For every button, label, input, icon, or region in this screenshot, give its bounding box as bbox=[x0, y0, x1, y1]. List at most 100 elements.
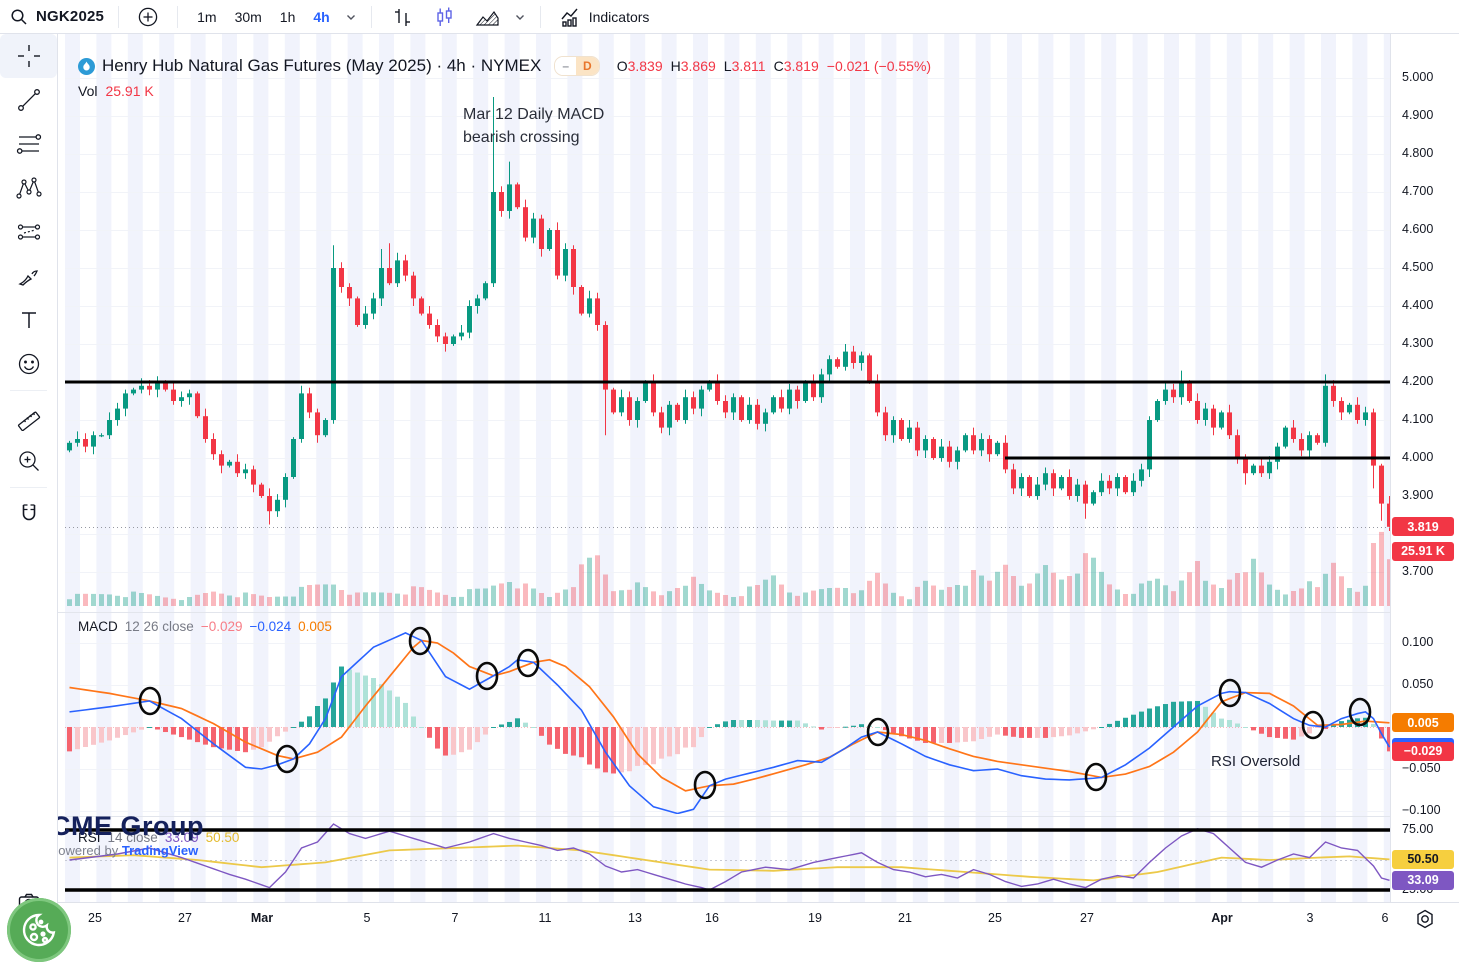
price-tick-4.400: 4.400 bbox=[1402, 298, 1434, 312]
sidebar-separator bbox=[10, 390, 47, 391]
drawing-toolbar bbox=[0, 34, 58, 945]
candle-style-icon[interactable] bbox=[428, 3, 460, 31]
timeframe-30m-button[interactable]: 30m bbox=[234, 8, 262, 25]
timeframe-4h-button[interactable]: 4h bbox=[313, 8, 330, 25]
add-symbol-button[interactable] bbox=[133, 4, 163, 30]
axis-settings-button[interactable] bbox=[1390, 902, 1459, 945]
toolbar-separator bbox=[177, 5, 179, 28]
top-toolbar: NGK2025 1m 30m 1h 4h Indicators bbox=[0, 0, 1459, 34]
price-tick-4.000: 4.000 bbox=[1402, 450, 1434, 464]
time-label-Mar: Mar bbox=[250, 911, 274, 925]
brush-icon bbox=[15, 262, 43, 290]
text-tool-button[interactable] bbox=[0, 298, 57, 342]
pane-divider-macd[interactable] bbox=[57, 612, 1459, 613]
rsi-params: 14 close bbox=[107, 830, 158, 845]
toolbar-separator bbox=[118, 5, 120, 28]
timeframe-chevron-down-icon[interactable] bbox=[345, 11, 357, 23]
symbol-logo-icon bbox=[78, 57, 95, 75]
time-label-25: 25 bbox=[988, 911, 1002, 925]
time-label-11: 11 bbox=[538, 911, 552, 925]
forecast-tool-button[interactable] bbox=[0, 210, 57, 254]
time-label-5: 5 bbox=[363, 911, 371, 925]
macd-line-value: −0.024 bbox=[249, 619, 292, 634]
time-label-27: 27 bbox=[1080, 911, 1094, 925]
macd-legend: MACD 12 26 close −0.029 −0.024 0.005 bbox=[78, 619, 332, 634]
price-tick-4.800: 4.800 bbox=[1402, 146, 1434, 160]
toolbar-separator bbox=[539, 5, 541, 28]
timeframe-1m-button[interactable]: 1m bbox=[197, 8, 217, 25]
time-label-6: 6 bbox=[1381, 911, 1389, 925]
rsi-legend: RSI 14 close 33.09 50.50 bbox=[78, 830, 239, 845]
rsi-name: RSI bbox=[78, 830, 101, 845]
open-value: 3.839 bbox=[627, 58, 663, 74]
trend-line-icon bbox=[15, 86, 43, 114]
ruler-icon bbox=[15, 403, 43, 431]
sidebar-separator bbox=[10, 487, 47, 488]
xabcd-pattern-tool-button[interactable] bbox=[0, 166, 57, 210]
powered-by-label: powered by bbox=[51, 843, 119, 858]
bar-style-icon[interactable] bbox=[386, 3, 418, 31]
daily-interval-badge[interactable]: D bbox=[576, 57, 599, 75]
price-tick-4.500: 4.500 bbox=[1402, 260, 1434, 274]
indicators-label: Indicators bbox=[588, 8, 650, 25]
search-icon[interactable] bbox=[10, 8, 28, 26]
price-tick-4.100: 4.100 bbox=[1402, 412, 1434, 426]
brush-tool-button[interactable] bbox=[0, 254, 57, 298]
high-value: 3.869 bbox=[680, 58, 716, 74]
axis-badge-0.005: 0.005 bbox=[1392, 713, 1454, 733]
rsi-value: 33.09 bbox=[164, 830, 199, 845]
macd-tick-−0.100: −0.100 bbox=[1402, 803, 1441, 817]
chart-annotation[interactable]: Mar 12 Daily MACD bearish crossing bbox=[463, 106, 605, 146]
chart-area[interactable] bbox=[57, 34, 1459, 945]
time-label-Apr: Apr bbox=[1211, 911, 1233, 925]
rsi-oversold-annotation[interactable]: RSI Oversold bbox=[1211, 753, 1301, 770]
forecast-icon bbox=[15, 218, 43, 246]
time-axis[interactable]: 25 27 Mar 5 7 11 13 16 19 21 25 27 Apr 3 6 bbox=[57, 902, 1390, 946]
price-tick-4.300: 4.300 bbox=[1402, 336, 1434, 350]
time-label-19: 19 bbox=[808, 911, 822, 925]
indicators-icon bbox=[559, 5, 583, 29]
cookie-consent-button[interactable] bbox=[7, 898, 71, 962]
symbol-legend: Henry Hub Natural Gas Futures (May 2025)… bbox=[78, 56, 931, 99]
time-label-16: 16 bbox=[705, 911, 719, 925]
price-tick-4.900: 4.900 bbox=[1402, 108, 1434, 122]
pane-divider-rsi[interactable] bbox=[57, 816, 1459, 817]
area-style-icon[interactable] bbox=[470, 3, 504, 31]
time-label-21: 21 bbox=[898, 911, 912, 925]
chart-title[interactable]: Henry Hub Natural Gas Futures (May 2025)… bbox=[102, 56, 542, 75]
chart-canvas[interactable] bbox=[57, 34, 1390, 902]
zoom-in-tool-button[interactable] bbox=[0, 439, 57, 483]
crosshair-icon bbox=[15, 42, 43, 70]
interval-pill[interactable]: – D bbox=[554, 56, 600, 76]
tradingview-link[interactable]: TradingView bbox=[121, 843, 199, 858]
indicators-button[interactable]: Indicators bbox=[555, 3, 654, 31]
macd-hist-value: −0.029 bbox=[200, 619, 243, 634]
axis-badge-33.09: 33.09 bbox=[1392, 870, 1454, 890]
trend-line-tool-button[interactable] bbox=[0, 78, 57, 122]
cookie-icon bbox=[18, 909, 60, 951]
minimize-icon[interactable]: – bbox=[555, 57, 577, 75]
emoji-tool-button[interactable] bbox=[0, 342, 57, 386]
symbol-name[interactable]: NGK2025 bbox=[36, 8, 105, 25]
price-axis[interactable]: 5.000 4.900 4.800 4.700 4.600 4.500 4.400 4.300… bbox=[1391, 34, 1459, 902]
text-icon bbox=[15, 306, 43, 334]
axis-badge-50.50: 50.50 bbox=[1392, 849, 1454, 869]
style-chevron-down-icon[interactable] bbox=[514, 11, 526, 23]
time-label-3: 3 bbox=[1306, 911, 1314, 925]
price-tick-4.700: 4.700 bbox=[1402, 184, 1434, 198]
ruler-tool-button[interactable] bbox=[0, 395, 57, 439]
time-label-25: 25 bbox=[88, 911, 102, 925]
toolbar-separator bbox=[370, 5, 372, 28]
zoom-in-icon bbox=[15, 447, 43, 475]
fib-retracement-tool-button[interactable] bbox=[0, 122, 57, 166]
volume-value: 25.91 K bbox=[105, 83, 154, 99]
magnet-tool-button[interactable] bbox=[0, 492, 57, 536]
timeframe-1h-button[interactable]: 1h bbox=[279, 8, 296, 25]
crosshair-tool-button[interactable] bbox=[0, 34, 57, 78]
price-tick-4.600: 4.600 bbox=[1402, 222, 1434, 236]
low-value: 3.811 bbox=[731, 58, 766, 74]
axis-badge-−0.029: −0.029 bbox=[1392, 741, 1454, 761]
macd-signal-value: 0.005 bbox=[298, 619, 332, 634]
settings-hexagon-icon bbox=[1414, 908, 1436, 930]
